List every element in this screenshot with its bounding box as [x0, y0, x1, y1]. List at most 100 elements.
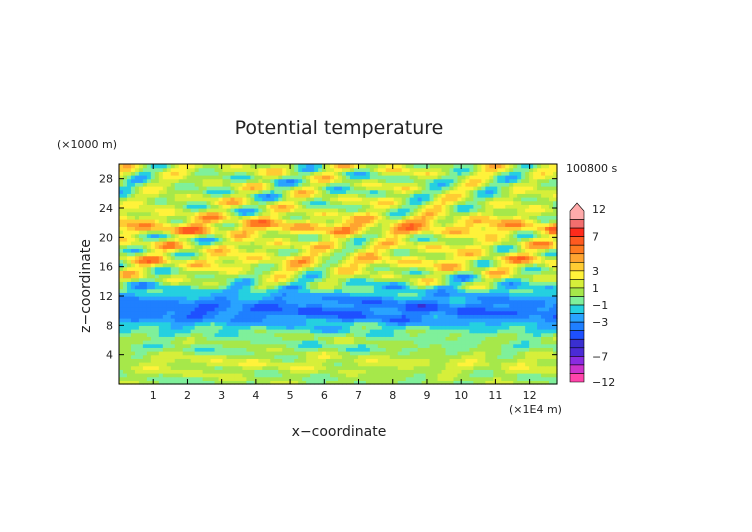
- heatmap-cell: [174, 281, 180, 286]
- heatmap-cell: [250, 270, 255, 275]
- heatmap-cell: [349, 373, 355, 378]
- heatmap-cell: [266, 226, 271, 231]
- heatmap-cell: [397, 259, 403, 264]
- heatmap-cell: [122, 277, 128, 282]
- heatmap-cell: [481, 292, 486, 297]
- heatmap-cell: [369, 329, 375, 334]
- heatmap-cell: [270, 226, 275, 231]
- heatmap-cell: [369, 343, 375, 348]
- heatmap-cell: [433, 351, 439, 356]
- heatmap-cell: [409, 292, 415, 297]
- heatmap-cell: [310, 358, 315, 363]
- heatmap-cell: [242, 263, 248, 268]
- heatmap-cell: [417, 263, 423, 268]
- heatmap-cell: [134, 292, 140, 297]
- heatmap-cell: [138, 351, 144, 356]
- heatmap-cell: [485, 354, 490, 359]
- heatmap-cell: [278, 340, 283, 345]
- heatmap-cell: [198, 365, 204, 370]
- heatmap-cell: [489, 244, 494, 249]
- heatmap-cell: [505, 369, 510, 374]
- heatmap-cell: [138, 347, 144, 352]
- heatmap-cell: [545, 325, 550, 330]
- heatmap-cell: [389, 252, 395, 257]
- heatmap-cell: [525, 347, 530, 352]
- heatmap-cell: [341, 340, 347, 345]
- heatmap-cell: [425, 248, 431, 253]
- heatmap-cell: [465, 343, 470, 348]
- heatmap-cell: [525, 288, 530, 293]
- heatmap-cell: [174, 347, 180, 352]
- heatmap-cell: [134, 351, 140, 356]
- heatmap-cell: [310, 274, 315, 279]
- heatmap-cell: [290, 274, 295, 279]
- heatmap-cell: [473, 332, 478, 337]
- heatmap-cell: [441, 244, 447, 249]
- heatmap-cell: [330, 351, 335, 356]
- heatmap-cell: [198, 241, 204, 246]
- heatmap-cell: [318, 285, 323, 290]
- heatmap-cell: [461, 244, 467, 249]
- heatmap-cell: [326, 285, 331, 290]
- heatmap-cell: [278, 343, 283, 348]
- heatmap-cell: [130, 266, 136, 271]
- heatmap-cell: [302, 303, 307, 308]
- heatmap-cell: [505, 336, 510, 341]
- heatmap-cell: [409, 325, 415, 330]
- heatmap-cell: [146, 336, 152, 341]
- heatmap-cell: [162, 340, 168, 345]
- heatmap-cell: [549, 362, 554, 367]
- heatmap-cell: [401, 303, 407, 308]
- heatmap-cell: [142, 259, 148, 264]
- heatmap-cell: [270, 222, 275, 227]
- heatmap-cell: [485, 303, 490, 308]
- heatmap-cell: [290, 215, 295, 220]
- heatmap-cell: [270, 314, 275, 319]
- heatmap-cell: [318, 380, 323, 385]
- heatmap-cell: [465, 303, 470, 308]
- heatmap-cell: [282, 340, 287, 345]
- heatmap-cell: [401, 314, 407, 319]
- heatmap-cell: [341, 351, 347, 356]
- heatmap-cell: [497, 303, 502, 308]
- heatmap-cell: [282, 318, 287, 323]
- heatmap-cell: [545, 296, 550, 301]
- heatmap-cell: [162, 292, 168, 297]
- heatmap-cell: [246, 362, 251, 367]
- heatmap-cell: [290, 310, 295, 315]
- heatmap-cell: [553, 365, 558, 370]
- heatmap-cell: [294, 336, 299, 341]
- heatmap-cell: [525, 303, 530, 308]
- heatmap-cell: [373, 380, 379, 385]
- heatmap-cell: [242, 329, 248, 334]
- heatmap-cell: [242, 274, 248, 279]
- heatmap-cell: [150, 303, 156, 308]
- heatmap-cell: [310, 292, 315, 297]
- heatmap-cell: [445, 252, 451, 257]
- heatmap-cell: [226, 380, 232, 385]
- heatmap-cell: [417, 343, 423, 348]
- heatmap-cell: [126, 222, 132, 227]
- heatmap-cell: [441, 303, 447, 308]
- heatmap-cell: [533, 237, 538, 242]
- heatmap-cell: [198, 259, 204, 264]
- heatmap-cell: [429, 354, 435, 359]
- heatmap-cell: [254, 292, 259, 297]
- heatmap-cell: [389, 303, 395, 308]
- heatmap-cell: [258, 380, 263, 385]
- heatmap-cell: [190, 354, 196, 359]
- heatmap-cell: [126, 237, 132, 242]
- heatmap-cell: [302, 336, 307, 341]
- heatmap-cell: [326, 329, 331, 334]
- heatmap-cell: [306, 266, 311, 271]
- heatmap-cell: [162, 244, 168, 249]
- heatmap-cell: [425, 285, 431, 290]
- heatmap-cell: [254, 376, 259, 381]
- heatmap-cell: [421, 314, 427, 319]
- heatmap-cell: [119, 252, 124, 257]
- heatmap-cell: [501, 332, 506, 337]
- heatmap-cell: [377, 237, 383, 242]
- heatmap-cell: [341, 270, 347, 275]
- heatmap-cell: [389, 365, 395, 370]
- heatmap-cell: [429, 252, 435, 257]
